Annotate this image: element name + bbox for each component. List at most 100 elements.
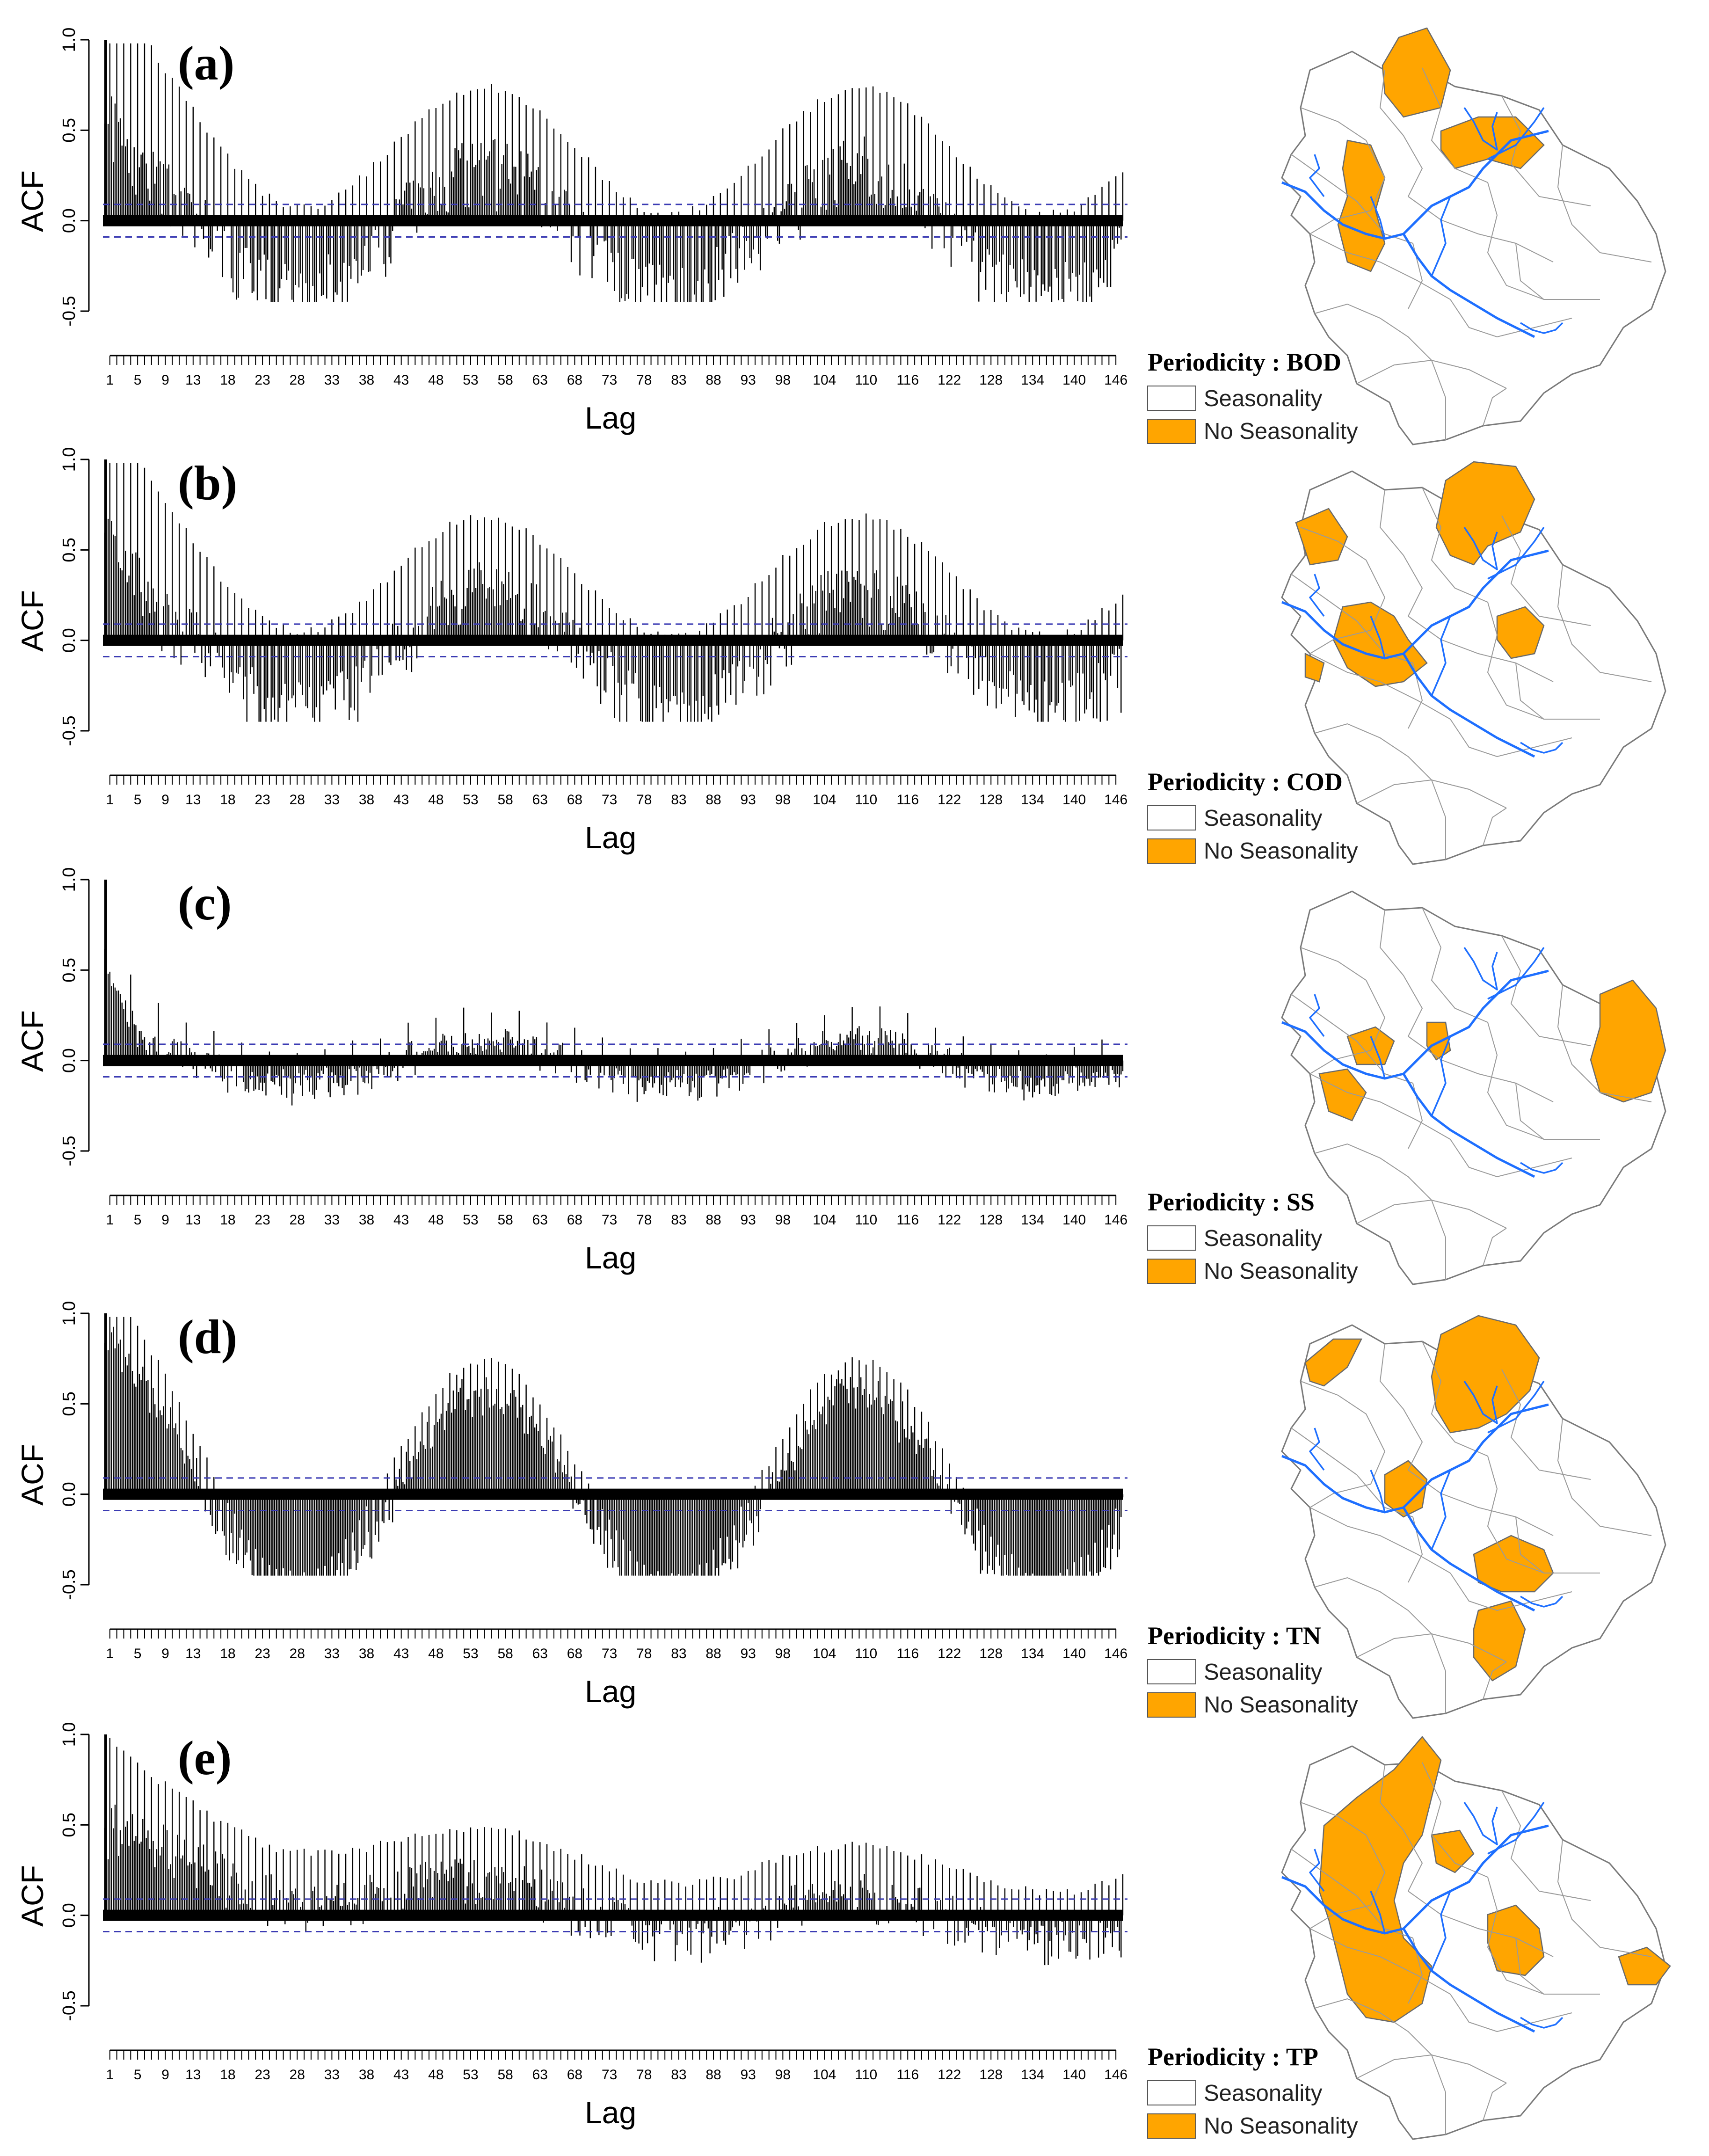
subbasin-boundary — [1431, 1200, 1446, 1280]
x-tick-label: 128 — [979, 1212, 1003, 1228]
x-tick-label: 18 — [220, 1646, 235, 1661]
x-tick-label: 23 — [255, 1212, 270, 1228]
x-tick-label: 73 — [602, 2067, 617, 2083]
panel-c: (c) ACF Lag -0.5 0.0 0.5 1.0 1 5 9 13 18 23 28 33 3… — [15, 867, 1666, 1285]
x-tick-label: 1 — [106, 2067, 114, 2083]
legend-swatch-seasonality-c — [1147, 1225, 1196, 1251]
x-tick-label: 5 — [134, 2067, 142, 2083]
x-tick-label: 33 — [324, 372, 340, 388]
no-seasonality-region — [1431, 1829, 1475, 1873]
river-line — [1281, 1824, 1549, 1935]
y-tick-label: -0.5 — [59, 1990, 79, 2021]
legend-label-no-seasonality-e: No Seasonality — [1204, 2113, 1358, 2139]
map-c — [1281, 890, 1666, 1285]
x-tick-label: 93 — [740, 372, 756, 388]
x-tick-label: 38 — [359, 2067, 374, 2083]
x-tick-label: 9 — [161, 1212, 169, 1228]
map-b — [1281, 461, 1666, 865]
x-tick-label: 78 — [636, 1646, 652, 1661]
river-line — [1520, 742, 1564, 754]
river-line — [1370, 1036, 1386, 1079]
river-line — [1281, 969, 1549, 1080]
subbasin-boundary — [1314, 1998, 1432, 2055]
subbasin-boundary — [1379, 910, 1423, 1037]
subbasin-boundary — [1379, 1343, 1423, 1471]
x-tick-label: 13 — [185, 1646, 201, 1661]
legend-swatch-no-seasonality-d — [1147, 1692, 1196, 1718]
x-tick-label: 134 — [1021, 1212, 1044, 1228]
x-tick-label: 134 — [1021, 372, 1044, 388]
y-tick-label: 0.5 — [59, 118, 79, 143]
x-tick-label: 1 — [106, 1212, 114, 1228]
y-tick-label: 0.5 — [59, 538, 79, 562]
x-tick-label: 146 — [1104, 372, 1127, 388]
x-tick-label: 58 — [497, 1646, 513, 1661]
x-tick-label: 140 — [1062, 792, 1086, 808]
x-tick-label: 1 — [106, 372, 114, 388]
x-tick-label: 98 — [775, 1212, 791, 1228]
x-tick-label: 78 — [636, 2067, 652, 2083]
x-tick-label: 128 — [979, 792, 1003, 808]
x-tick-label: 28 — [290, 2067, 305, 2083]
y-tick-label: 0.0 — [59, 1482, 79, 1507]
subbasin-boundary — [1314, 303, 1432, 361]
subbasin-boundary — [1450, 719, 1572, 758]
subbasin-boundary — [1483, 388, 1507, 426]
x-tick-label: 48 — [428, 1212, 444, 1228]
river-line — [1487, 1802, 1545, 1855]
acf-zero-band — [103, 1909, 1123, 1921]
river-line — [1431, 616, 1451, 696]
acf-chart-c: (c) ACF Lag -0.5 0.0 0.5 1.0 1 5 9 13 18 23 28 33 3… — [15, 867, 1127, 1275]
x-axis-c: 1 5 9 13 18 23 28 33 38 43 48 53 58 63 68 73 78 83 88 93 98 1… — [106, 1195, 1127, 1228]
y-tick-label: 1.0 — [59, 447, 79, 472]
x-tick-label: 58 — [497, 792, 513, 808]
x-tick-label: 68 — [567, 372, 582, 388]
x-tick-label: 122 — [938, 1212, 961, 1228]
river-line — [1431, 196, 1451, 277]
legend-title-b: Periodicity : COD — [1148, 768, 1343, 796]
no-seasonality-region — [1295, 508, 1348, 566]
no-seasonality-region — [1318, 1068, 1367, 1122]
y-axis-e: -0.5 0.0 0.5 1.0 — [59, 1722, 90, 2021]
x-tick-label: 88 — [705, 1646, 721, 1661]
y-axis-b: -0.5 0.0 0.5 1.0 — [59, 447, 90, 746]
x-tick-label: 88 — [705, 792, 721, 808]
no-seasonality-region — [1618, 1946, 1671, 1986]
river-line — [1370, 196, 1386, 239]
legend-a: Periodicity : BOD Seasonality No Seasona… — [1147, 348, 1358, 444]
river-line — [1487, 527, 1545, 580]
subbasin-boundary — [1309, 1050, 1371, 1074]
legend-swatch-no-seasonality-b — [1147, 838, 1196, 864]
x-tick-label: 104 — [813, 1646, 836, 1661]
x-tick-label: 9 — [161, 2067, 169, 2083]
subbasin-boundary — [1309, 1073, 1451, 1140]
subbasin-boundary — [1314, 723, 1432, 780]
x-axis-title-a: Lag — [585, 401, 636, 435]
x-tick-label: 13 — [185, 2067, 201, 2083]
acf-bars-e — [103, 1734, 1127, 1966]
no-seasonality-region — [1440, 116, 1545, 169]
x-tick-label: 68 — [567, 792, 582, 808]
subbasin-boundary — [1557, 564, 1652, 682]
x-tick-label: 140 — [1062, 372, 1086, 388]
x-tick-label: 68 — [567, 2067, 582, 2083]
acf-chart-e: (e) ACF Lag -0.5 0.0 0.5 1.0 1 5 9 13 18 23 28 33 3… — [15, 1722, 1127, 2130]
x-tick-label: 98 — [775, 792, 791, 808]
x-tick-label: 140 — [1062, 1646, 1086, 1661]
subbasin-boundary — [1314, 1577, 1432, 1634]
x-tick-label: 9 — [161, 372, 169, 388]
x-tick-label: 116 — [896, 792, 919, 808]
acf-bars-a — [103, 40, 1127, 302]
no-seasonality-region — [1431, 1315, 1540, 1434]
panel-e: (e) ACF Lag -0.5 0.0 0.5 1.0 1 5 9 13 18 23 28 33 3… — [15, 1722, 1671, 2140]
x-tick-label: 38 — [359, 1646, 374, 1661]
river-line — [1402, 233, 1535, 338]
y-axis-d: -0.5 0.0 0.5 1.0 — [59, 1301, 90, 1600]
river-line — [1370, 616, 1386, 659]
subbasin-boundary — [1431, 779, 1446, 859]
y-tick-label: -0.5 — [59, 1136, 79, 1166]
x-tick-label: 122 — [938, 372, 961, 388]
river-line — [1309, 1849, 1325, 1892]
x-tick-label: 53 — [463, 792, 478, 808]
